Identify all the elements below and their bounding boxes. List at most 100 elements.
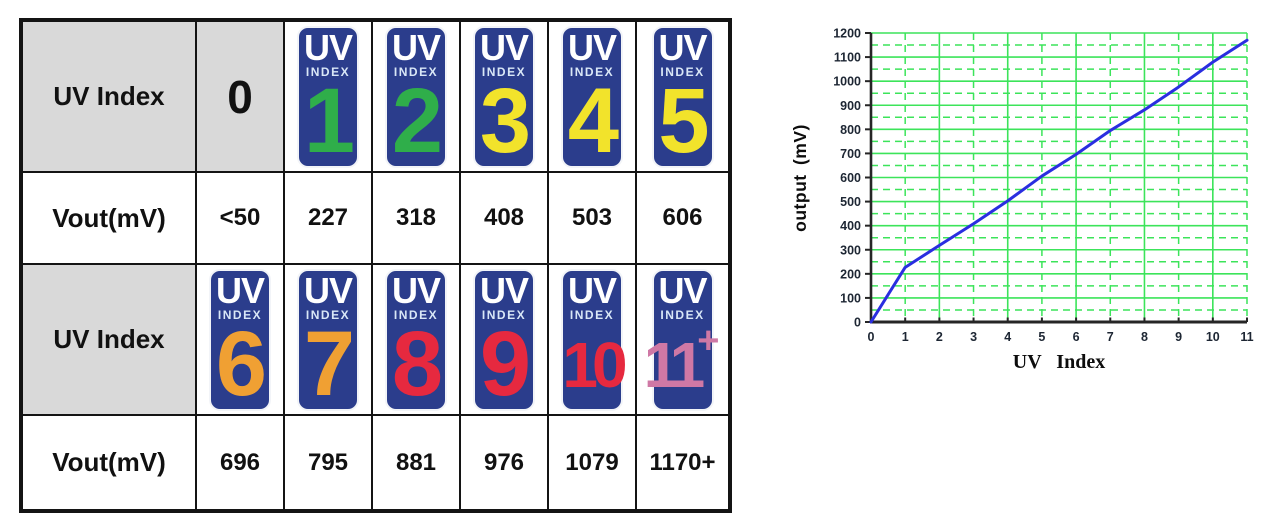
uv-index-cell-9: UV INDEX 9 — [460, 264, 548, 415]
uv-badge-word-bottom: INDEX — [569, 64, 615, 79]
uv-badge-word-bottom: INDEX — [660, 307, 705, 322]
uv-badge-number: 8 — [391, 313, 443, 415]
uv-badge-number: 4 — [567, 70, 619, 172]
uv-badge-word-bottom: INDEX — [569, 307, 615, 322]
row-label-cell-1: UV Index — [22, 21, 196, 172]
y-tick-label: 700 — [840, 147, 861, 161]
uv-badge-number: 1 — [303, 70, 355, 172]
vout-value-cell: 227 — [284, 172, 372, 264]
x-tick-label: 10 — [1206, 330, 1220, 344]
output-vs-uvindex-line — [869, 38, 1249, 324]
vout-value: 976 — [483, 448, 525, 476]
uv-badge-plus-sign: + — [697, 319, 720, 362]
vout-value-cell: 1170+ — [636, 415, 729, 510]
vout-value: 503 — [571, 204, 613, 231]
row-label-text: UV Index — [53, 324, 165, 354]
uv-badge-word-top: UV — [303, 26, 353, 68]
vout-value: 408 — [483, 204, 525, 231]
uv-badge-word-bottom: INDEX — [217, 307, 263, 322]
row-label-cell-4: Vout(mV) — [22, 415, 196, 510]
uv-badge-word-bottom: INDEX — [481, 307, 527, 322]
uv-index-cell-6: UV INDEX 6 — [196, 264, 284, 415]
x-tick-label: 8 — [1141, 330, 1148, 344]
vout-value-cell: 696 — [196, 415, 284, 510]
uv-index-badge-3: UV INDEX 3 — [473, 25, 535, 172]
uv-index-badge-11+: UV INDEX 11 + — [643, 268, 720, 411]
uv-index-cell-1: UV INDEX 1 — [284, 21, 372, 172]
uv-index-cell-5: UV INDEX 5 — [636, 21, 729, 172]
vout-value: 227 — [307, 204, 349, 231]
row-label-text: Vout(mV) — [52, 447, 166, 477]
vout-value: 318 — [395, 204, 437, 231]
x-tick-label: 4 — [1004, 330, 1011, 344]
uv-index-cell-10: UV INDEX 10 — [548, 264, 636, 415]
x-axis-title: UV Index — [1013, 351, 1105, 373]
x-tick-label: 7 — [1107, 330, 1114, 344]
y-tick-label: 1200 — [833, 27, 861, 41]
vout-value-cell: 881 — [372, 415, 460, 510]
uv-index-cell-4: UV INDEX 4 — [548, 21, 636, 172]
x-tick-label: 3 — [970, 330, 977, 344]
uv-badge-word-bottom: INDEX — [481, 64, 527, 79]
uv-badge-number: 3 — [479, 70, 531, 172]
x-tick-label: 2 — [936, 330, 943, 344]
vout-value: 1170+ — [649, 448, 716, 476]
uv-badge-word-top: UV — [479, 269, 529, 311]
uv-index-cell-7: UV INDEX 7 — [284, 264, 372, 415]
uv-index-badge-5: UV INDEX 5 — [651, 25, 714, 168]
x-tick-label: 6 — [1073, 330, 1080, 344]
uv-index-badge-7: UV INDEX 7 — [297, 268, 359, 411]
row-label-cell-3: UV Index — [22, 264, 196, 415]
uv-badge-word-bottom: INDEX — [305, 64, 351, 79]
x-tick-label: 9 — [1175, 330, 1182, 344]
uv-badge-number: 6 — [215, 313, 267, 415]
uv-badge-word-top: UV — [567, 26, 617, 68]
vout-value-cell: 1079 — [548, 415, 636, 510]
uv-badge-word-bottom: INDEX — [393, 307, 439, 322]
y-tick-label: 400 — [840, 219, 861, 233]
uv-badge-word-top: UV — [391, 269, 441, 311]
y-tick-label: 1100 — [834, 51, 861, 65]
vout-value-cell: 976 — [460, 415, 548, 510]
uv-badge-word-top: UV — [391, 26, 441, 68]
vout-value: <50 — [219, 204, 261, 231]
uv-badge-word-top: UV — [215, 269, 265, 311]
y-tick-label: 500 — [840, 195, 861, 209]
uv-index-vout-table: UV Index 0 UV INDEX 1 UV INDEX 2 UV INDEX 3 UV INDEX… — [19, 18, 732, 513]
vout-value-cell: 606 — [636, 172, 729, 264]
y-tick-label: 300 — [840, 243, 861, 257]
y-tick-label: 100 — [840, 291, 861, 305]
y-tick-label: 1000 — [833, 75, 861, 89]
uv-badge-word-top: UV — [567, 269, 617, 311]
uv-badge-number: 10 — [562, 328, 627, 401]
uv-index-badge-6: UV INDEX 6 — [209, 268, 271, 415]
uv-index-cell-8: UV INDEX 8 — [372, 264, 460, 415]
uv-index-zero-value: 0 — [227, 70, 253, 123]
y-tick-label: 800 — [840, 123, 861, 137]
uv-index-badge-9: UV INDEX 9 — [473, 268, 535, 411]
uv-index-badge-10: UV INDEX 10 — [561, 268, 628, 411]
vout-value: 1079 — [565, 448, 619, 476]
vout-value: 696 — [219, 448, 261, 476]
uv-badge-number: 11 + — [643, 319, 720, 401]
uv-output-chart-svg: 0100200300400500600700800900100011001200… — [790, 27, 1254, 374]
vout-value-cell: 795 — [284, 415, 372, 510]
vout-value-cell: 503 — [548, 172, 636, 264]
x-tick-label: 5 — [1038, 330, 1045, 344]
uv-index-badge-1: UV INDEX 1 — [297, 25, 359, 172]
uv-index-badge-8: UV INDEX 8 — [385, 268, 447, 415]
row-label-cell-2: Vout(mV) — [22, 172, 196, 264]
y-tick-label: 0 — [854, 316, 861, 330]
y-axis-title: output (mV) — [790, 124, 810, 232]
uv-index-badge-4: UV INDEX 4 — [561, 25, 623, 172]
vout-value-cell: 318 — [372, 172, 460, 264]
y-tick-label: 600 — [840, 171, 861, 185]
uv-badge-number: 2 — [391, 70, 443, 172]
uv-index-cell-3: UV INDEX 3 — [460, 21, 548, 172]
x-tick-label: 1 — [902, 330, 909, 344]
row-label-text: Vout(mV) — [52, 202, 166, 233]
uv-badge-word-top: UV — [658, 269, 707, 311]
uv-output-chart: 0 100 200 300 400 500 600 700 800 900 1000 1100 1200… — [760, 0, 1281, 420]
uv-index-cell-2: UV INDEX 2 — [372, 21, 460, 172]
uv-badge-word-top: UV — [479, 26, 529, 68]
